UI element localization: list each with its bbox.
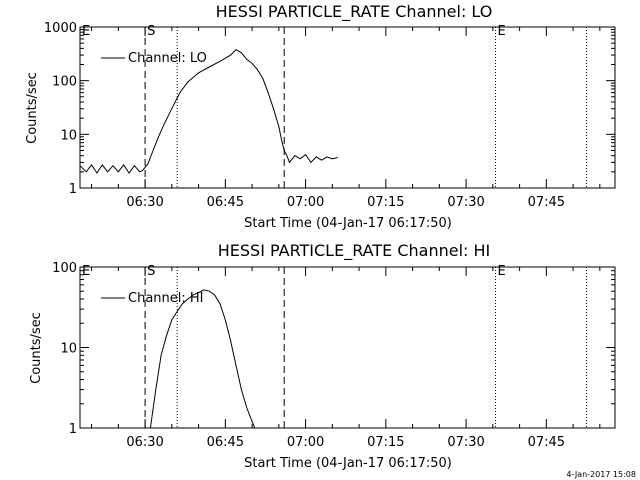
x-tick-label-hi-2: 07:00 (287, 435, 324, 450)
x-tick-label-lo-1: 06:45 (207, 195, 244, 210)
x-tick-label-hi-4: 07:30 (447, 435, 484, 450)
y-axis-label-lo: Counts/sec (25, 72, 40, 144)
series-line-hi-0 (149, 289, 256, 428)
marker-label-lo-0: E (82, 24, 90, 39)
plot-area-hi: E S E 1 10 100 06:30 06:45 07:00 07:15 07:30 07:45 C… (52, 261, 616, 450)
x-tick-label-hi-3: 07:15 (367, 435, 404, 450)
x-axis-title-lo: Start Time (04-Jan-17 06:17:50) (244, 216, 452, 231)
legend-label-lo: Channel: LO (128, 51, 207, 66)
y-axis-title-hi: Counts/sec (29, 312, 44, 384)
chart-panel-lo: HESSI PARTICLE_RATE Channel: LO Counts/s… (25, 2, 616, 231)
y-tick-label-hi-1: 10 (60, 342, 77, 357)
x-tick-label-lo-2: 07:00 (287, 195, 324, 210)
chart-title-lo: HESSI PARTICLE_RATE Channel: LO (216, 2, 493, 22)
y-tick-label-lo-3: 1000 (44, 21, 77, 36)
chart-panel-hi: HESSI PARTICLE_RATE Channel: HI Counts/s… (29, 241, 616, 471)
y-tick-label-lo-0: 1 (69, 182, 77, 197)
footer-timestamp: 4-Jan-2017 15:08 (566, 470, 636, 479)
plot-frame-lo (79, 26, 616, 189)
x-tick-label-lo-3: 07:15 (367, 195, 404, 210)
x-tick-label-lo-5: 07:45 (528, 195, 565, 210)
x-tick-label-hi-5: 07:45 (528, 435, 565, 450)
y-tick-label-lo-1: 10 (60, 128, 77, 143)
marker-label-lo-4: E (498, 24, 506, 39)
plot-area-lo: E S E 1 10 100 1000 06:30 06:45 07:00 07:15 07:30 07… (44, 21, 616, 210)
series-line-lo-0 (80, 48, 338, 174)
x-tick-label-lo-0: 06:30 (126, 195, 163, 210)
marker-label-hi-0: E (82, 264, 90, 279)
chart-title-hi: HESSI PARTICLE_RATE Channel: HI (218, 241, 491, 261)
marker-label-hi-1: S (147, 264, 155, 279)
x-axis-title-hi: Start Time (04-Jan-17 06:17:50) (244, 456, 452, 471)
x-tick-label-lo-4: 07:30 (447, 195, 484, 210)
y-tick-label-lo-2: 100 (52, 75, 77, 90)
x-tick-label-hi-0: 06:30 (126, 435, 163, 450)
y-tick-label-hi-2: 100 (52, 261, 77, 276)
x-tick-label-hi-1: 06:45 (207, 435, 244, 450)
marker-label-hi-4: E (498, 264, 506, 279)
y-axis-title-lo: Counts/sec (25, 72, 40, 144)
marker-label-lo-1: S (147, 24, 155, 39)
y-axis-label-hi: Counts/sec (29, 312, 44, 384)
legend-label-hi: Channel: HI (128, 291, 204, 306)
y-tick-label-hi-0: 1 (69, 422, 77, 437)
